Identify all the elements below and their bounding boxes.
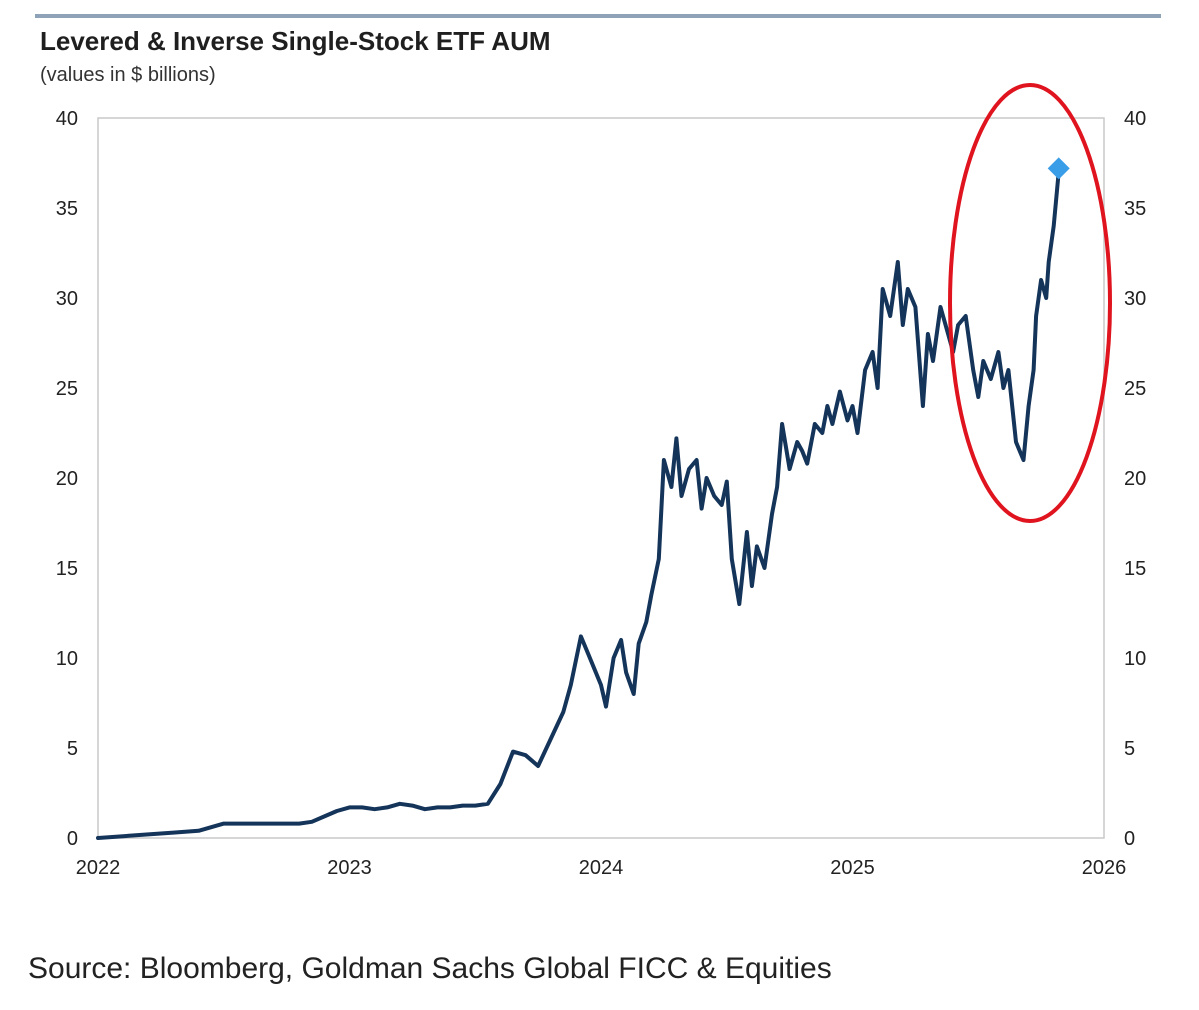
y-tick-label-left: 15 [56, 558, 78, 580]
y-tick-label-left: 10 [56, 648, 78, 670]
y-tick-label-left: 30 [56, 288, 78, 310]
y-tick-label-left: 20 [56, 468, 78, 490]
y-tick-label-left: 5 [67, 738, 78, 760]
highlight-ellipse [948, 83, 1112, 523]
x-tick-label: 2026 [1082, 857, 1127, 879]
series-line [96, 170, 1061, 840]
series-layer [96, 170, 1061, 840]
x-tick-label: 2022 [76, 857, 121, 879]
x-tick-label: 2023 [327, 857, 372, 879]
y-tick-label-right: 5 [1124, 738, 1135, 760]
y-tick-label-right: 10 [1124, 648, 1146, 670]
y-tick-label-right: 40 [1124, 108, 1146, 130]
y-tick-label-right: 35 [1124, 198, 1146, 220]
marker-layer [1047, 157, 1070, 180]
source-note: Source: Bloomberg, Goldman Sachs Global … [28, 952, 832, 985]
y-tick-label-left: 40 [56, 108, 78, 130]
y-tick-label-right: 0 [1124, 828, 1135, 850]
chart-subtitle: (values in $ billions) [40, 64, 216, 86]
y-axis-left-ticks: 0 5 10 15 20 25 30 35 40 [56, 108, 78, 850]
y-tick-label-right: 30 [1124, 288, 1146, 310]
plot-frame [97, 117, 1105, 839]
y-tick-label-left: 35 [56, 198, 78, 220]
last-point-marker [1047, 157, 1070, 180]
y-tick-label-right: 25 [1124, 378, 1146, 400]
y-tick-label-right: 20 [1124, 468, 1146, 490]
y-axis-right-ticks: 0 5 10 15 20 25 30 35 40 [1124, 108, 1146, 850]
y-tick-label-left: 25 [56, 378, 78, 400]
y-tick-label-right: 15 [1124, 558, 1146, 580]
x-axis-ticks: 2022 2023 2024 2025 2026 [76, 857, 1127, 879]
top-rule [35, 14, 1161, 18]
x-tick-label: 2024 [579, 857, 624, 879]
x-tick-label: 2025 [830, 857, 875, 879]
chart-title: Levered & Inverse Single-Stock ETF AUM [40, 26, 551, 56]
annotation-layer [948, 83, 1112, 523]
y-tick-label-left: 0 [67, 828, 78, 850]
